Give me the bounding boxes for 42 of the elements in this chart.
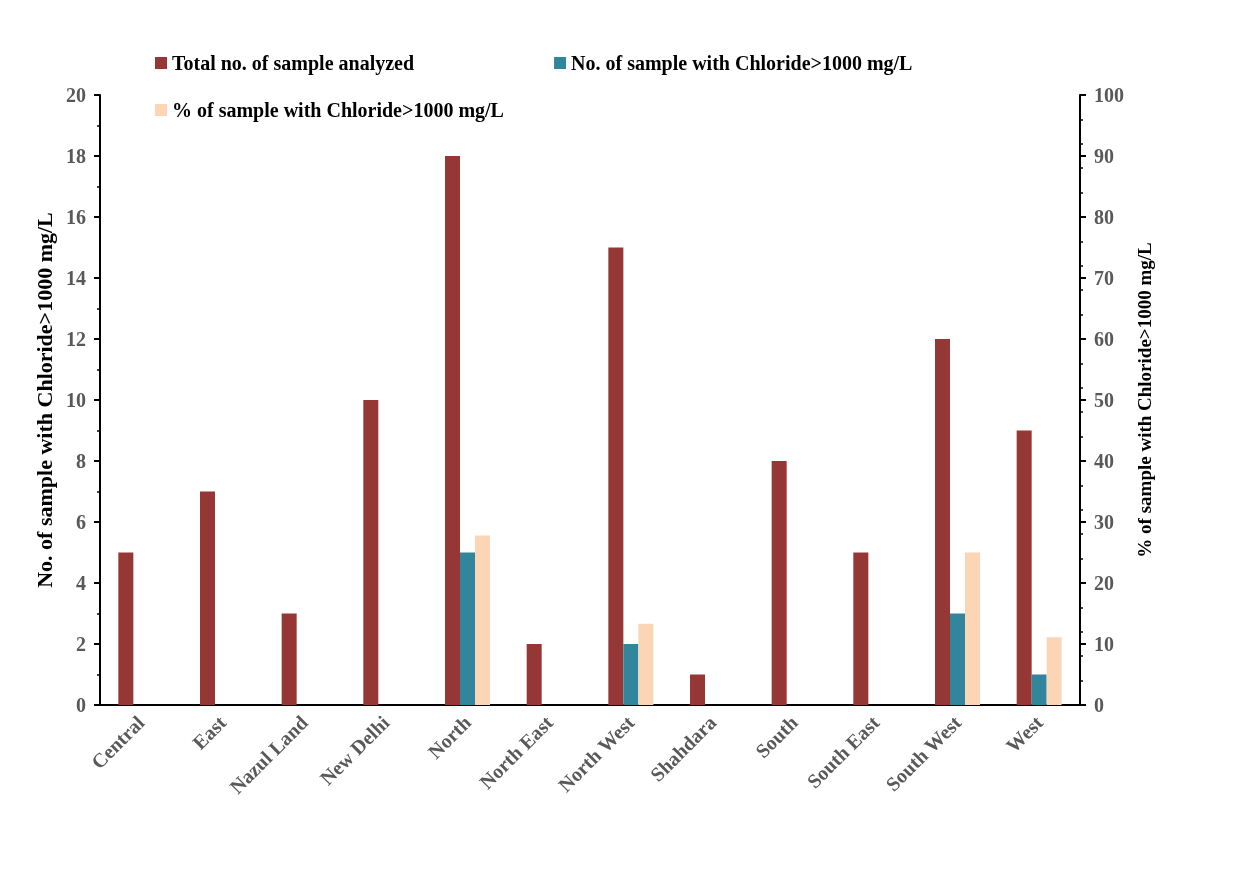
bar — [1016, 430, 1032, 705]
bar — [853, 552, 869, 705]
bar — [608, 247, 624, 705]
bar — [771, 461, 787, 705]
bar — [526, 644, 542, 705]
y2-tick-label: 60 — [1094, 328, 1114, 350]
y-tick-label: 6 — [76, 511, 86, 533]
legend-label: Total no. of sample analyzed — [172, 52, 415, 75]
y-tick-label: 14 — [66, 267, 86, 289]
y2-tick-label: 0 — [1094, 694, 1104, 716]
bar — [935, 339, 950, 705]
y-tick-label: 0 — [76, 694, 86, 716]
bar — [363, 400, 379, 705]
legend-label: No. of sample with Chloride>1000 mg/L — [571, 52, 913, 75]
y2-tick-label: 100 — [1094, 84, 1124, 106]
y2-tick-label: 20 — [1094, 572, 1114, 594]
y-tick-label: 8 — [76, 450, 86, 472]
y-tick-label: 18 — [66, 145, 86, 167]
y2-tick-label: 80 — [1094, 206, 1114, 228]
bar — [1046, 637, 1062, 705]
y2-tick-label: 10 — [1094, 633, 1114, 655]
y-tick-label: 12 — [66, 328, 86, 350]
y-tick-label: 4 — [76, 572, 86, 594]
y2-tick-label: 70 — [1094, 267, 1114, 289]
y-tick-label: 16 — [66, 206, 86, 228]
bar — [200, 491, 215, 705]
bar — [445, 156, 460, 705]
y-tick-label: 10 — [66, 389, 86, 411]
bar — [281, 613, 297, 705]
bar — [118, 552, 134, 705]
bar — [690, 674, 705, 705]
y2-tick-label: 50 — [1094, 389, 1114, 411]
y-tick-label: 20 — [66, 84, 86, 106]
y-tick-label: 2 — [76, 633, 86, 655]
y2-tick-label: 30 — [1094, 511, 1114, 533]
x-tick-label: West — [1001, 710, 1048, 757]
y2-tick-label: 90 — [1094, 145, 1114, 167]
y-axis-title: No. of sample with Chloride>1000 mg/L — [31, 212, 57, 588]
y2-axis-title: % of sample with Chloride>1000 mg/L — [1134, 242, 1155, 558]
y2-tick-label: 40 — [1094, 450, 1114, 472]
legend-label: % of sample with Chloride>1000 mg/L — [172, 99, 504, 122]
x-tick-label: East — [188, 710, 231, 754]
